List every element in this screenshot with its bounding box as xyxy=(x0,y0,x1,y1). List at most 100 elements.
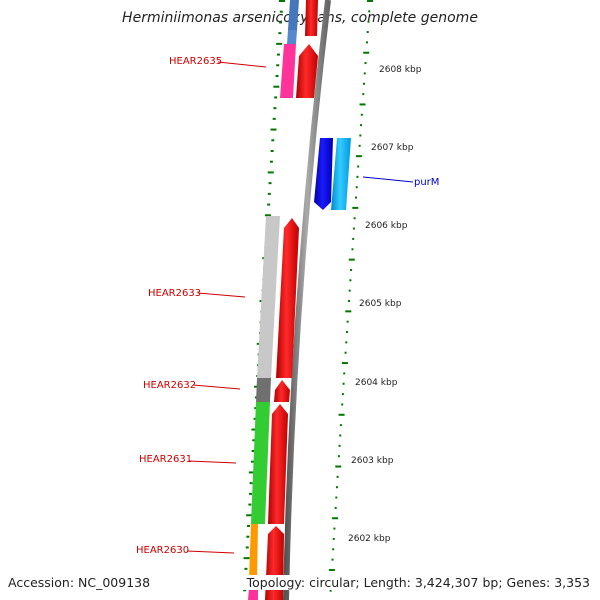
gc-tick xyxy=(246,514,253,517)
topology-text: Topology: circular; Length: 3,424,307 bp… xyxy=(242,575,590,590)
gc-tick xyxy=(248,503,252,506)
gc-tick xyxy=(276,42,283,45)
gc-tick xyxy=(267,192,271,195)
gc-dot xyxy=(353,217,356,220)
gc-dot xyxy=(332,537,335,540)
gc-dot xyxy=(342,382,345,385)
gc-dot xyxy=(334,506,337,509)
ruler: 2608 kbp 2607 kbp 2606 kbp 2605 kbp 2604 kbp… xyxy=(348,65,422,544)
cog-bar-pink xyxy=(280,44,296,98)
ruler-label: 2603 kbp xyxy=(351,456,394,466)
gc-tick xyxy=(248,471,255,474)
gc-dot xyxy=(352,206,359,209)
gc-tick xyxy=(273,107,277,110)
gc-dot xyxy=(339,434,342,437)
gc-tick xyxy=(264,214,271,217)
gc-dot xyxy=(355,155,362,158)
gc-dot xyxy=(345,331,348,334)
gc-tick xyxy=(253,417,257,420)
gene-label-purm: purM xyxy=(414,177,439,188)
gc-dot xyxy=(362,93,365,96)
gc-dot xyxy=(331,558,334,561)
gc-tick xyxy=(251,450,255,452)
gc-tick xyxy=(247,525,251,527)
gc-dot xyxy=(355,196,358,199)
gc-tick xyxy=(279,0,285,2)
gc-dot xyxy=(335,486,338,489)
gc-dot xyxy=(335,496,338,499)
cog-bar-orange xyxy=(249,524,258,580)
gc-tick xyxy=(245,546,249,549)
gc-tick xyxy=(270,150,274,152)
gc-dot xyxy=(356,175,359,178)
gc-dot xyxy=(339,424,342,427)
gene-arrow-hear2632 xyxy=(274,380,290,402)
leader-hear2635 xyxy=(217,61,267,68)
gc-tick xyxy=(279,10,283,13)
gc-dot xyxy=(355,186,358,189)
ruler-label: 2605 kbp xyxy=(359,299,402,309)
gene-arrow-hear2635 xyxy=(296,44,318,98)
genome-backbone xyxy=(283,0,331,600)
leader-hear2631 xyxy=(188,460,237,464)
ruler-label: 2604 kbp xyxy=(355,378,398,388)
gene-label-hear2633: HEAR2633 xyxy=(148,288,201,299)
gc-tick xyxy=(274,96,278,99)
gc-dot xyxy=(332,517,339,520)
cog-bar-green xyxy=(251,402,270,524)
gene-label-hear2630: HEAR2630 xyxy=(136,545,189,556)
cog-bar-steel xyxy=(288,0,299,30)
gc-dot xyxy=(343,372,346,375)
gc-tick xyxy=(276,53,280,56)
gene-labels: HEAR2635 purM HEAR2633 HEAR2632 HEAR2631… xyxy=(136,56,439,556)
gc-dot xyxy=(352,237,355,240)
gene-label-hear2631: HEAR2631 xyxy=(139,454,192,465)
leader-purm xyxy=(362,176,414,183)
cog-bar-darkgray xyxy=(256,378,271,402)
ruler-label: 2608 kbp xyxy=(379,65,422,75)
gc-dot xyxy=(346,320,349,323)
ruler-label: 2602 kbp xyxy=(348,534,391,544)
gc-tick xyxy=(271,139,275,142)
gc-dot xyxy=(348,258,355,261)
gc-tick xyxy=(243,589,247,592)
gc-dot xyxy=(332,548,335,551)
gc-tick xyxy=(251,428,258,431)
gc-tick xyxy=(267,171,274,174)
gc-dot xyxy=(368,10,371,13)
ruler-label: 2606 kbp xyxy=(365,221,408,231)
gc-tick xyxy=(272,117,276,120)
gc-dot xyxy=(335,465,342,468)
cds-track xyxy=(265,0,351,600)
gc-content-track-right xyxy=(328,0,373,592)
gc-dot xyxy=(341,393,344,396)
gc-dot xyxy=(348,289,351,292)
map-title: Herminiimonas arsenicoxydans, complete g… xyxy=(122,10,478,26)
gene-arrow-purm xyxy=(314,138,333,210)
gc-dot xyxy=(363,72,366,75)
gc-dot xyxy=(364,62,367,65)
gc-dot xyxy=(348,300,350,302)
gc-dot xyxy=(338,444,341,447)
gene-arrow-hear2631 xyxy=(268,404,288,524)
gc-tick xyxy=(243,557,250,560)
gc-dot xyxy=(341,362,348,365)
gc-dot xyxy=(359,103,366,106)
gc-tick xyxy=(279,21,283,24)
gc-dot xyxy=(329,589,332,592)
gc-dot xyxy=(367,0,373,2)
gc-tick xyxy=(252,439,256,442)
gc-dot xyxy=(360,124,363,127)
gc-tick xyxy=(270,128,277,131)
cog-bar-blue-top xyxy=(287,30,297,44)
gene-label-hear2632: HEAR2632 xyxy=(143,380,196,391)
gc-dot xyxy=(366,31,369,34)
gc-dot xyxy=(338,413,345,416)
gc-dot xyxy=(350,268,353,271)
gc-tick xyxy=(246,535,250,538)
gc-dot xyxy=(359,134,362,137)
gc-tick xyxy=(268,182,272,185)
cog-track xyxy=(248,0,299,600)
gc-dot xyxy=(367,20,370,23)
